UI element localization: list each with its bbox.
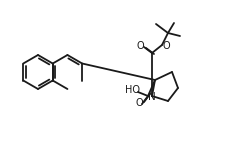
Text: N: N [148, 92, 156, 102]
Text: O: O [162, 41, 170, 51]
Text: O: O [135, 98, 143, 108]
Text: O: O [136, 41, 144, 51]
Text: HO: HO [126, 85, 140, 95]
